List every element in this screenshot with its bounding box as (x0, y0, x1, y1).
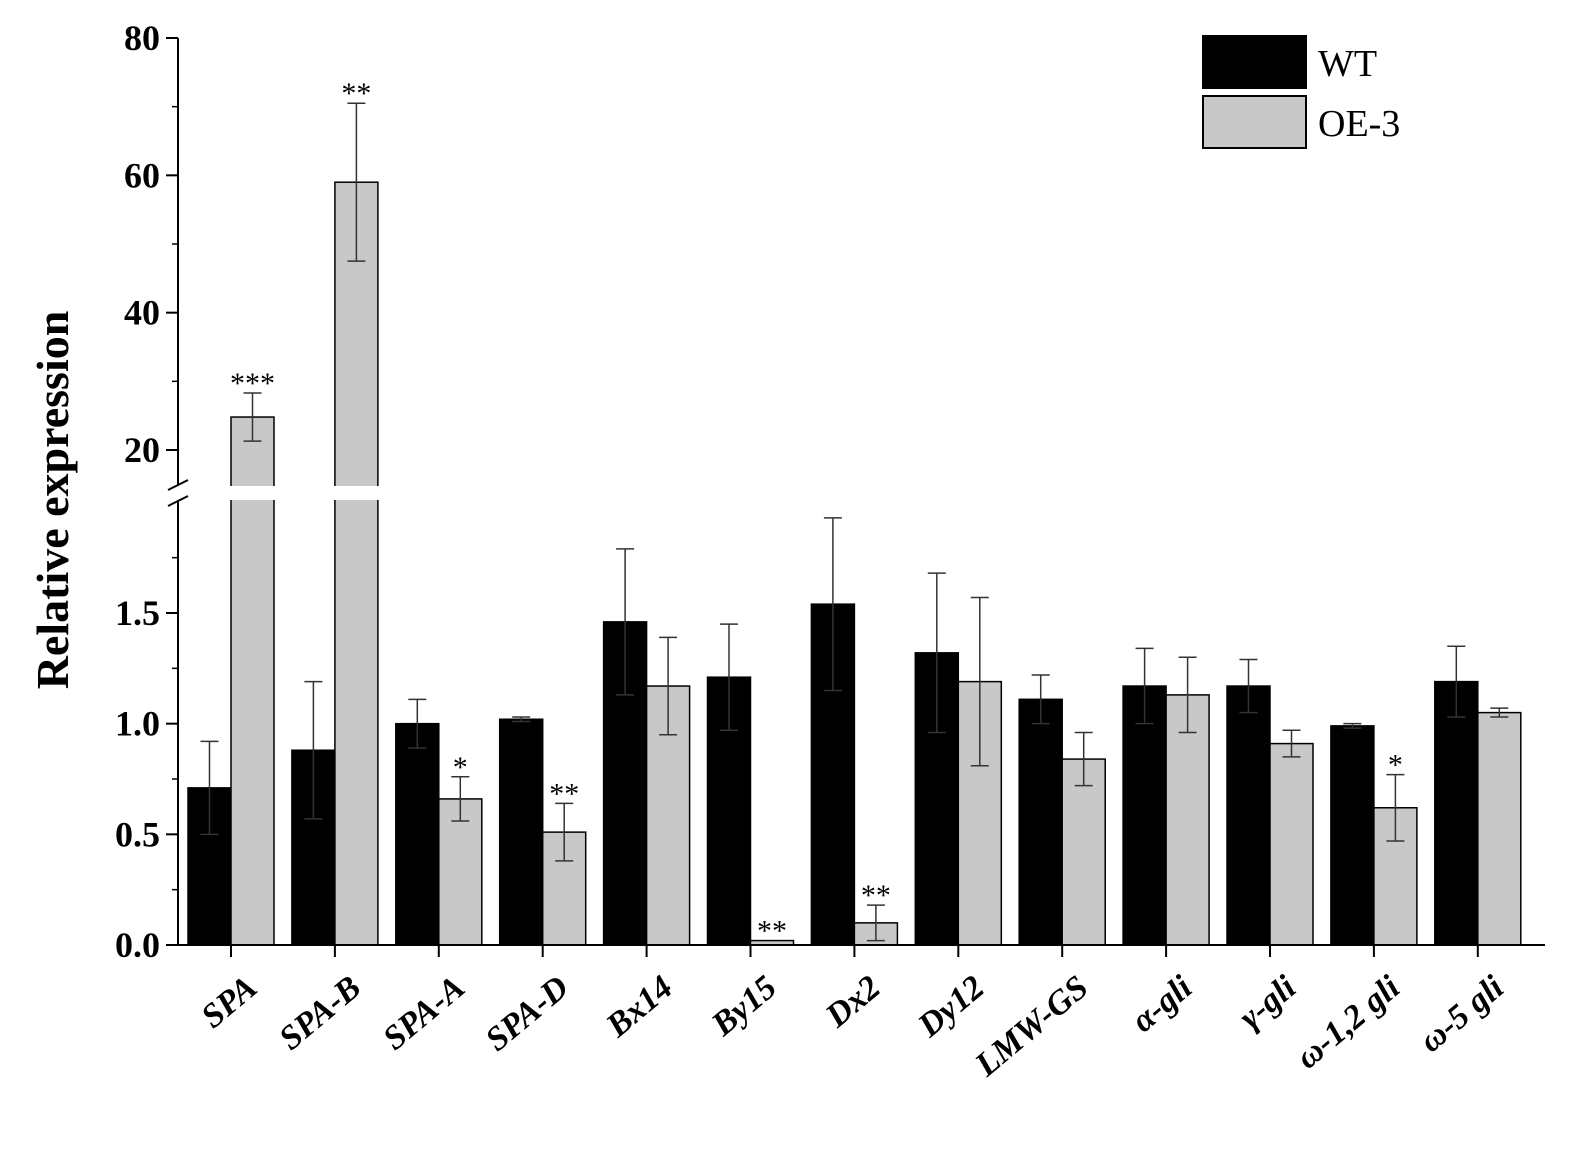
bar-oe3 (334, 181, 379, 946)
x-tick-label: LMW-GS (968, 969, 1096, 1085)
y-tick-label: 1.0 (115, 704, 160, 744)
significance-mark: ** (341, 77, 371, 110)
y-tick-label: 40 (124, 293, 160, 333)
y-tick-label: 80 (124, 18, 160, 58)
bar-oe3 (438, 798, 483, 946)
bar-wt (810, 603, 856, 946)
y-tick-label: 0.5 (115, 814, 160, 854)
legend-swatch-wt (1202, 35, 1307, 89)
y-tick-label: 20 (124, 430, 160, 470)
axis-break-mark (167, 479, 189, 491)
x-tick-label: ω-1,2 gli (1289, 968, 1407, 1076)
plot-area: ************* (187, 77, 1522, 948)
x-tick-label: SPA-A (376, 969, 472, 1058)
legend-label-oe3: OE-3 (1318, 103, 1400, 145)
bar-oe3 (1269, 742, 1314, 946)
y-tick-label: 1.5 (115, 593, 160, 633)
x-tick-label: γ-gli (1232, 968, 1303, 1036)
y-tick-label: 0.0 (115, 925, 160, 965)
axis-break-mark (167, 495, 189, 507)
significance-mark: *** (230, 367, 275, 400)
axis-break-gap (168, 486, 1555, 500)
legend-label-wt: WT (1318, 43, 1377, 85)
legend-swatch-oe3 (1202, 95, 1307, 149)
y-axis-label: Relative expression (27, 311, 78, 690)
bar-wt (1122, 685, 1167, 946)
x-tick-label: Bx14 (599, 969, 680, 1045)
bar-wt (498, 718, 544, 946)
x-tick-label: By15 (704, 969, 784, 1044)
legend: WT OE-3 (1202, 35, 1400, 149)
bar-oe3 (1165, 694, 1210, 946)
significance-mark: * (1388, 749, 1403, 782)
x-tick-label: SPA-D (479, 969, 576, 1059)
bar-oe3 (1477, 711, 1522, 946)
bar-oe3 (1061, 758, 1106, 946)
bar-wt (1018, 698, 1063, 946)
significance-mark: ** (549, 777, 579, 810)
x-tick-label: ω-5 gli (1413, 968, 1512, 1059)
bar-wt (1226, 685, 1271, 946)
bar-wt (1330, 725, 1375, 946)
significance-mark: ** (757, 915, 787, 948)
significance-mark: ** (861, 879, 891, 912)
x-tick-label: SPA-B (272, 969, 368, 1058)
bar-wt (395, 722, 440, 946)
x-tick-label: SPA (195, 969, 265, 1036)
x-tick-label: Dx2 (818, 969, 887, 1036)
x-tick-label: α-gli (1125, 968, 1200, 1039)
x-tick-label: Dy12 (910, 969, 991, 1045)
y-tick-label: 60 (124, 155, 160, 195)
significance-mark: * (453, 751, 468, 784)
bar-wt (1434, 680, 1479, 946)
